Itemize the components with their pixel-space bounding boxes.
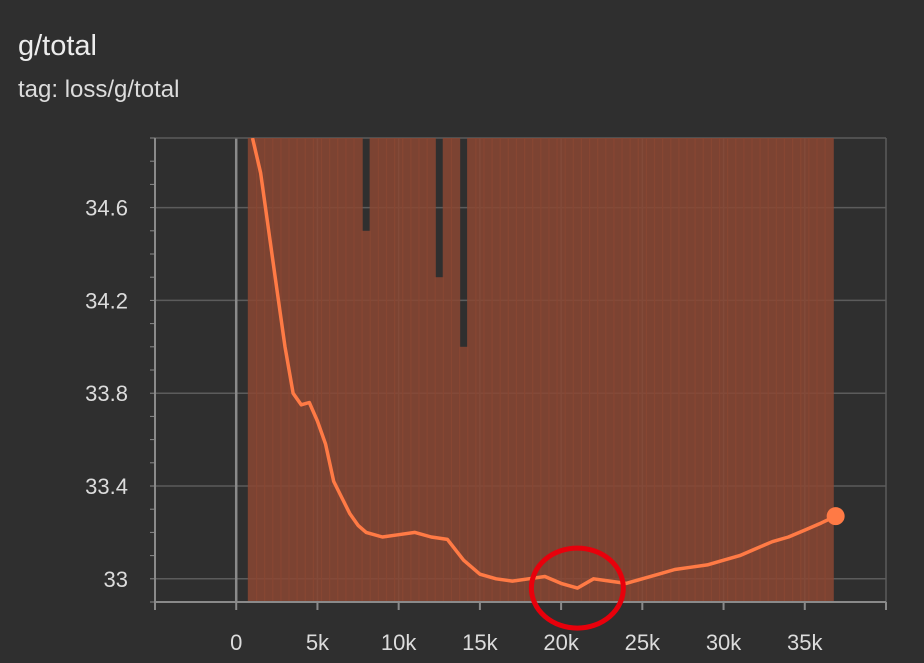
- raw-value-bar: [491, 138, 501, 602]
- raw-value-bar: [767, 138, 777, 602]
- raw-value-bar: [394, 138, 404, 602]
- raw-value-bar: [783, 138, 794, 602]
- raw-value-bar: [345, 138, 355, 602]
- raw-value-bar: [450, 138, 461, 602]
- raw-value-bar: [272, 138, 282, 602]
- raw-value-bar: [580, 138, 591, 602]
- raw-value-bar: [670, 138, 680, 602]
- raw-value-bar: [653, 138, 664, 602]
- x-tick-label: 35k: [787, 630, 823, 655]
- y-tick-label: 33: [104, 567, 128, 592]
- raw-value-bar: [515, 138, 526, 602]
- raw-value-bar: [499, 138, 509, 602]
- raw-value-bar: [791, 138, 802, 602]
- raw-value-bar: [718, 138, 729, 602]
- y-tick-label: 34.2: [85, 288, 128, 313]
- raw-value-bar: [613, 138, 623, 602]
- raw-value-bar: [751, 138, 761, 602]
- raw-value-bar: [540, 138, 550, 602]
- raw-series: [247, 138, 834, 602]
- x-tick-label: 15k: [462, 630, 498, 655]
- raw-value-bar: [605, 138, 615, 602]
- raw-value-bar: [418, 138, 428, 602]
- y-tick-label: 33.4: [85, 474, 128, 499]
- raw-value-bar: [255, 138, 266, 602]
- raw-value-bar: [743, 138, 753, 602]
- raw-value-bar: [475, 138, 485, 602]
- raw-value-bar: [467, 138, 477, 602]
- raw-value-bar: [329, 138, 339, 602]
- highlight-circle-annotation: [528, 545, 626, 631]
- raw-value-bar: [556, 138, 566, 602]
- raw-value-bar: [702, 138, 712, 602]
- raw-value-bar: [337, 138, 347, 602]
- chart-title: g/total: [18, 30, 97, 62]
- raw-value-bar: [264, 138, 274, 602]
- smoothed-series-line: [250, 138, 837, 590]
- x-tick-label: 0: [230, 630, 242, 655]
- raw-value-bar: [710, 138, 721, 602]
- x-tick-label: 5k: [306, 630, 330, 655]
- raw-value-bar: [483, 138, 493, 602]
- raw-value-bar: [426, 138, 436, 602]
- raw-value-bar: [385, 138, 396, 602]
- raw-value-bar: [353, 138, 363, 602]
- raw-value-bar: [816, 138, 826, 602]
- raw-value-bar: [645, 138, 656, 602]
- raw-value-bar: [824, 138, 834, 602]
- raw-value-bar: [759, 138, 769, 602]
- raw-value-bar: [410, 138, 420, 602]
- raw-value-bar: [442, 138, 453, 602]
- raw-value-bar: [507, 138, 518, 602]
- raw-value-bar: [808, 138, 818, 602]
- raw-value-bar: [434, 277, 444, 602]
- raw-value-bar: [686, 138, 696, 602]
- raw-value-bar: [320, 138, 331, 602]
- raw-value-bar: [247, 138, 258, 602]
- raw-value-bar: [800, 138, 810, 602]
- raw-value-bar: [532, 138, 542, 602]
- x-tick-label: 30k: [706, 630, 742, 655]
- raw-value-bar: [637, 138, 647, 602]
- x-tick-label: 25k: [625, 630, 661, 655]
- x-tick-label: 20k: [543, 630, 579, 655]
- raw-value-bar: [523, 138, 534, 602]
- raw-value-bar: [304, 138, 314, 602]
- raw-value-bar: [735, 138, 745, 602]
- raw-value-bar: [377, 138, 388, 602]
- raw-value-bar: [402, 138, 412, 602]
- raw-value-bar: [662, 138, 672, 602]
- raw-value-bar: [548, 138, 558, 602]
- y-tick-label: 33.8: [85, 381, 128, 406]
- raw-value-bar: [296, 138, 306, 602]
- raw-value-bar: [288, 138, 298, 602]
- raw-value-bar: [629, 138, 639, 602]
- raw-value-bar: [280, 138, 290, 602]
- x-tick-label: 10k: [381, 630, 417, 655]
- raw-value-bar: [312, 138, 323, 602]
- chart-tag: tag: loss/g/total: [18, 76, 180, 103]
- raw-value-bar: [588, 138, 599, 602]
- raw-value-bar: [621, 138, 631, 602]
- raw-value-bar: [564, 138, 574, 602]
- raw-value-bar: [727, 138, 737, 602]
- raw-value-bar: [775, 138, 786, 602]
- raw-value-bar: [694, 138, 704, 602]
- raw-value-bar: [369, 138, 379, 602]
- raw-value-bar: [572, 138, 583, 602]
- raw-value-bar: [361, 230, 371, 602]
- last-point-marker: [826, 507, 845, 526]
- y-tick-label: 34.6: [85, 196, 128, 221]
- raw-value-bar: [678, 138, 688, 602]
- raw-value-bar: [597, 138, 607, 602]
- raw-value-bar: [458, 346, 469, 602]
